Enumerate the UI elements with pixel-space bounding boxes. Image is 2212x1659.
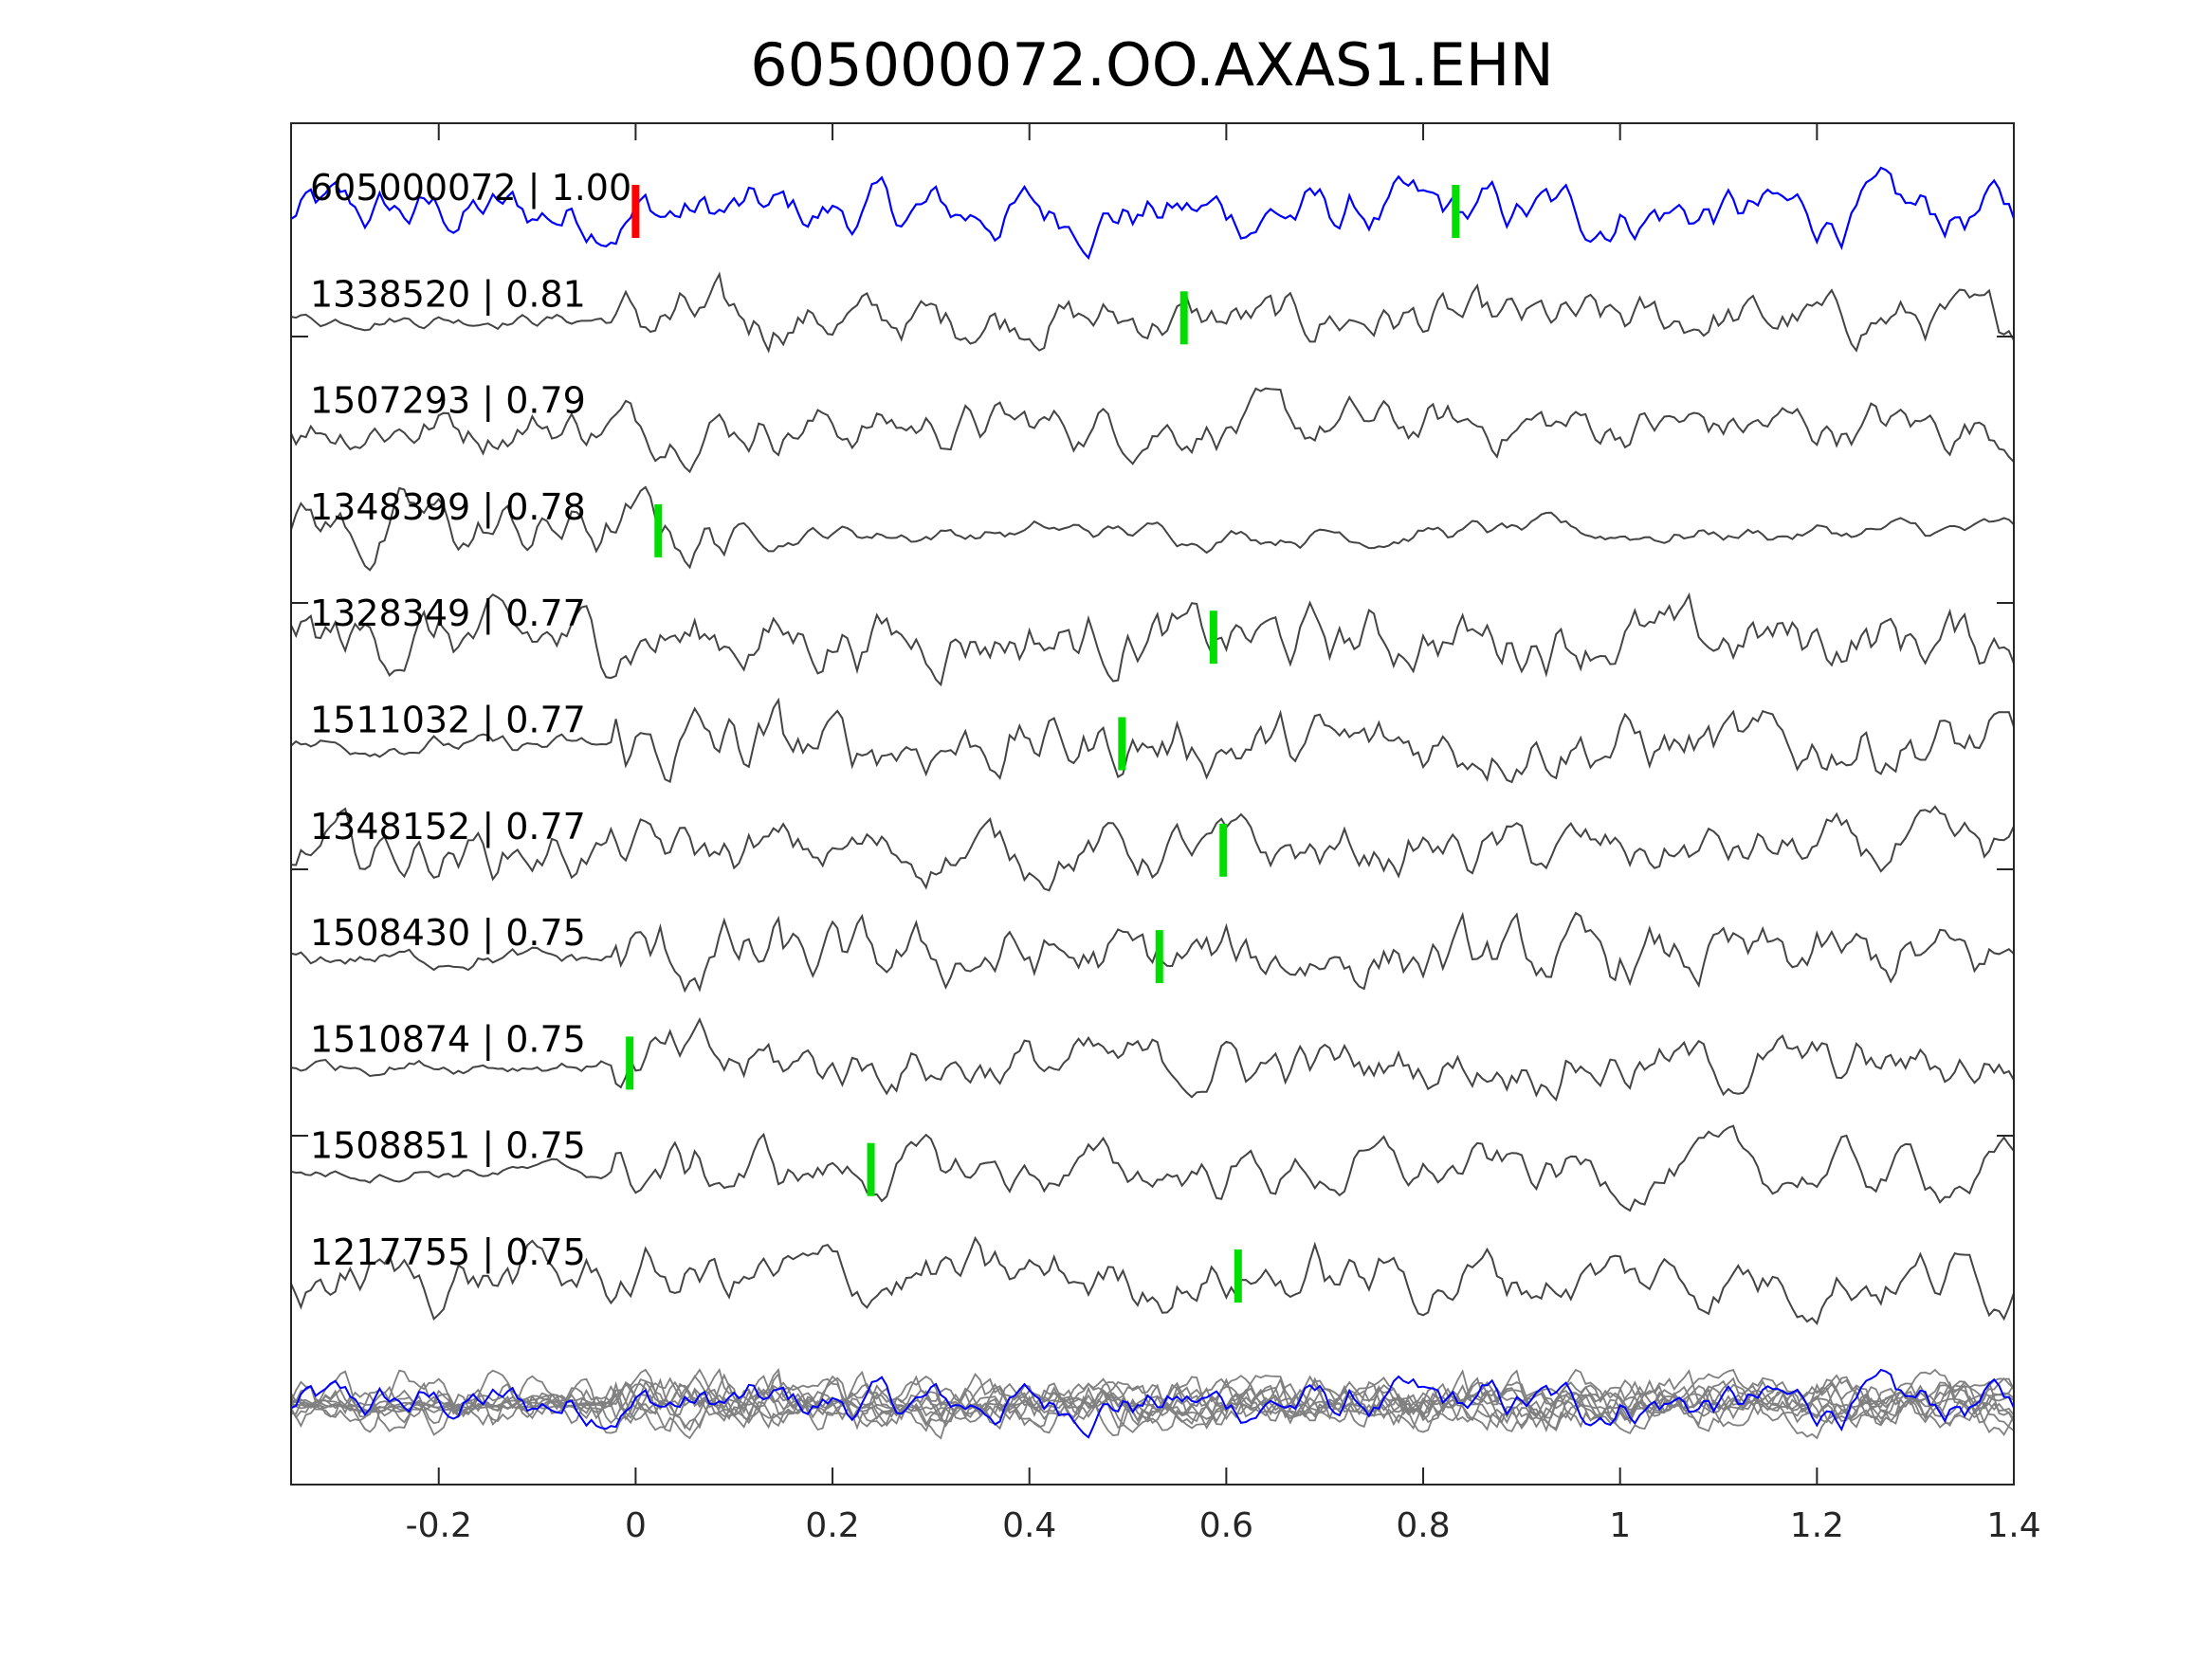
trace-label: 605000072 | 1.00 — [310, 167, 631, 210]
trace-label: 1508430 | 0.75 — [310, 912, 586, 955]
pick-marker — [1155, 930, 1163, 984]
trace-label: 1348152 | 0.77 — [310, 806, 586, 848]
pick-marker — [654, 503, 663, 557]
trace-label: 1328349 | 0.77 — [310, 592, 586, 635]
stack-waveform-1508851 — [291, 1368, 2014, 1435]
x-tick-label: 1 — [1609, 1506, 1631, 1545]
pick-marker — [867, 1142, 875, 1196]
waveform-1510874 — [291, 1017, 2014, 1102]
pick-marker — [626, 1036, 634, 1090]
waveform-1507293 — [291, 387, 2014, 474]
chart-title: 605000072.OO.AXAS1.EHN — [750, 30, 1554, 100]
stack-waveform-1217755 — [291, 1372, 2014, 1440]
waveform-1348152 — [291, 805, 2014, 892]
axes-box — [290, 122, 2015, 1486]
x-tick-label: 0.8 — [1396, 1506, 1450, 1545]
x-tick-label: 1.2 — [1790, 1506, 1844, 1545]
pick-marker — [1179, 291, 1188, 345]
pick-marker — [1452, 185, 1460, 238]
waveform-1508430 — [291, 911, 2014, 994]
stack-waveform-1511032 — [291, 1367, 2014, 1432]
stack-waveform-1348152 — [291, 1368, 2014, 1434]
waveform-1217755 — [291, 1235, 2014, 1325]
x-tick-label: 0.6 — [1199, 1506, 1253, 1545]
axes-group: -0.2 0 0.2 0.4 0.6 0.8 1 1.2 1.4 — [290, 122, 2041, 1545]
trace-label: 1510874 | 0.75 — [310, 1018, 586, 1061]
trace-label: 1348399 | 0.78 — [310, 486, 586, 529]
x-tick-label: 0 — [625, 1506, 647, 1545]
x-tick-label: -0.2 — [406, 1506, 472, 1545]
x-tick-label: 1.4 — [1986, 1506, 2040, 1545]
waveform-1338520 — [291, 271, 2014, 354]
waveform-1508851 — [291, 1124, 2014, 1212]
pick-marker — [1209, 611, 1217, 665]
waveform-605000072 — [291, 166, 2014, 261]
reference-pick-marker — [631, 185, 640, 238]
traces-group: 605000072 | 1.00 1338520 | 0.81 1507293 | … — [291, 166, 2014, 1440]
trace-label: 1217755 | 0.75 — [310, 1231, 586, 1274]
trace-label: 1508851 | 0.75 — [310, 1125, 586, 1168]
x-tick-label: 0.2 — [805, 1506, 859, 1545]
stack-waveform-template — [291, 1368, 2014, 1439]
trace-label: 1511032 | 0.77 — [310, 700, 586, 742]
pick-marker — [1219, 823, 1228, 877]
trace-label: 1338520 | 0.81 — [310, 273, 586, 316]
pick-marker — [1234, 1249, 1242, 1303]
waveform-1348399 — [291, 485, 2014, 572]
pick-marker — [1118, 717, 1126, 771]
waveform-1511032 — [291, 697, 2014, 784]
waveform-1328349 — [291, 592, 2014, 687]
trace-label: 1507293 | 0.79 — [310, 380, 586, 423]
x-tick-label: 0.4 — [1002, 1506, 1056, 1545]
